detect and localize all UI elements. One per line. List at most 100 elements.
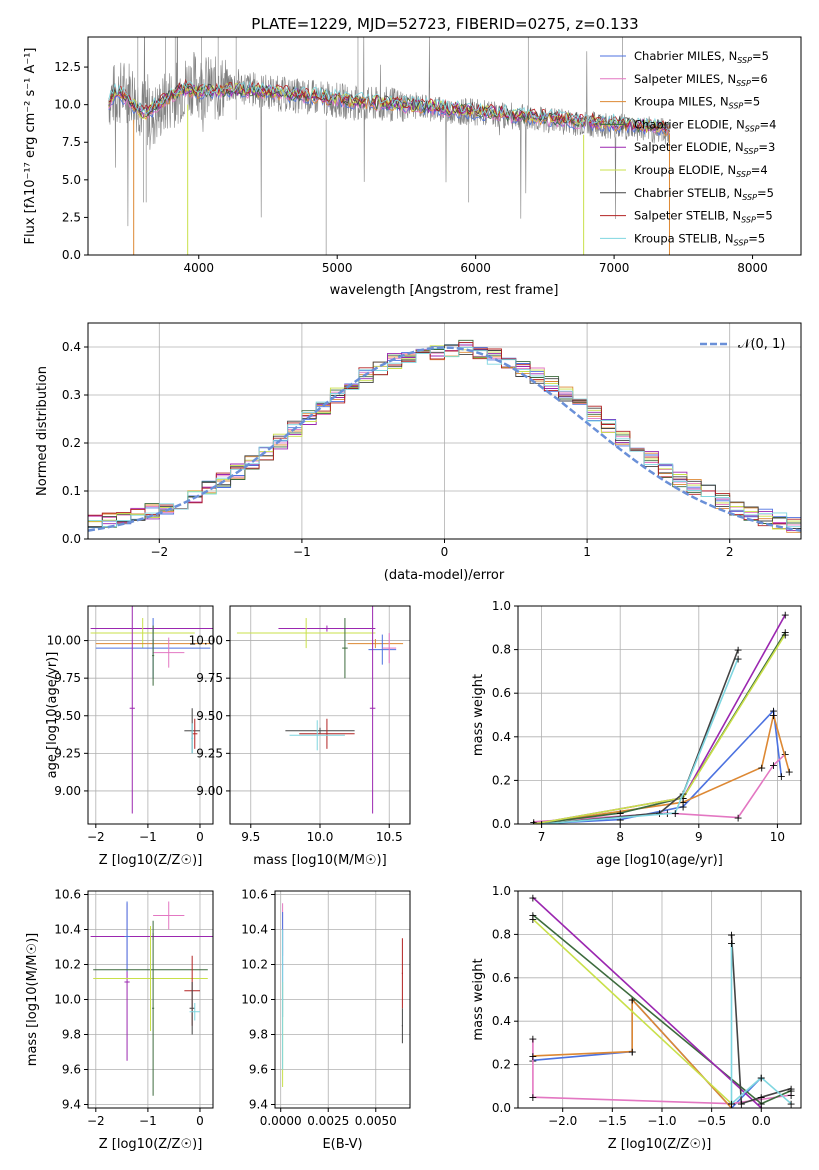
y-tick-label: 9.00 xyxy=(196,784,223,798)
y-tick-label: 9.8 xyxy=(249,1028,268,1042)
residuals-y-axis-label: Normed distribution xyxy=(35,366,50,496)
y-tick-label: 0.4 xyxy=(62,340,81,354)
weight-marker: + xyxy=(727,928,736,941)
y-tick-label: 9.4 xyxy=(62,1098,81,1112)
x-tick-label: 1 xyxy=(583,545,591,559)
y-tick-label: 9.6 xyxy=(249,1063,268,1077)
weight-marker: + xyxy=(528,909,537,922)
weight-marker: + xyxy=(529,818,538,831)
axes-frame xyxy=(87,605,214,825)
axes-frame xyxy=(517,890,802,1109)
x-tick-label: 10 xyxy=(770,830,785,844)
x-tick-label: 5000 xyxy=(322,261,353,275)
legend-label: Kroupa MILES, NSSP=5 xyxy=(634,95,760,111)
weight-marker: + xyxy=(628,1046,637,1059)
weight-marker: + xyxy=(678,792,687,805)
weight-line-7 xyxy=(541,657,739,824)
y-tick-label: 10.2 xyxy=(54,958,81,972)
weight-marker: + xyxy=(727,937,736,950)
y-tick-label: 0.6 xyxy=(492,971,511,985)
ticks: −2 −1 0 9.4 9.6 9.8 10.0 10.2 10.4 10.6 xyxy=(54,888,204,1129)
x-axis-label: Z [log10(Z/Z☉)] xyxy=(99,853,203,868)
y-tick-label: 0.4 xyxy=(492,1014,511,1028)
y-tick-label: 0.0 xyxy=(62,532,81,546)
legend-label: Chabrier MILES, NSSP=5 xyxy=(634,49,769,65)
spectrum-lines xyxy=(108,37,670,255)
ticks: 9.5 10.0 10.5 9.00 9.25 9.50 9.75 10.00 xyxy=(189,634,403,844)
y-tick-label: 9.6 xyxy=(62,1063,81,1077)
x-axis-label: Z [log10(Z/Z☉)] xyxy=(99,1137,203,1152)
age-vs-Z-panel: −2 −1 0 9.00 9.25 9.50 9.75 10.00 Z [log10(Z/Z☉)… xyxy=(45,605,214,868)
y-tick-label: 10.6 xyxy=(54,888,81,902)
data-marks xyxy=(90,901,213,1096)
weight-marker: + xyxy=(537,818,546,831)
y-tick-label: 0.0 xyxy=(492,817,511,831)
figure-title: PLATE=1229, MJD=52723, FIBERID=0275, z=0… xyxy=(251,15,638,33)
weight-line-1 xyxy=(532,1038,792,1105)
weight-marker: + xyxy=(529,816,538,829)
weight-marker: + xyxy=(734,652,743,665)
residuals-panel: −2 −1 0 1 2 0.0 0.1 0.2 0.3 0.4 𝒩(0, 1) (data-mod… xyxy=(35,322,802,583)
y-tick-label: 7.5 xyxy=(62,135,81,149)
x-tick-label: 0.0 xyxy=(752,1114,771,1128)
y-tick-label: 0.1 xyxy=(62,484,81,498)
x-tick-label: 0.0000 xyxy=(260,1114,302,1128)
weight-marker: + xyxy=(628,994,637,1007)
y-tick-label: 0.0 xyxy=(492,1101,511,1115)
weight-marker: + xyxy=(757,1072,766,1085)
weight-marker: + xyxy=(528,913,537,926)
y-tick-label: 0.2 xyxy=(62,436,81,450)
y-tick-label: 9.4 xyxy=(249,1098,268,1112)
data-marks: + ++++++ +++++++++++++++++++++++++ xyxy=(529,609,794,831)
legend-label: Chabrier ELODIE, NSSP=4 xyxy=(634,117,776,133)
weight-marker: + xyxy=(678,801,687,814)
weight-marker: + xyxy=(727,1098,736,1111)
weight-line-0 xyxy=(533,708,783,824)
massweight-vs-Z-panel: ++++++++++ ++++++++++++++++++−2.0 −1.5 −1.0… xyxy=(471,884,802,1152)
x-tick-label: 10.5 xyxy=(376,830,403,844)
x-tick-label: 7000 xyxy=(599,261,630,275)
weight-line-6 xyxy=(730,934,792,1105)
gridlines xyxy=(275,891,410,1108)
mass-vs-Z-panel: −2 −1 0 9.4 9.6 9.8 10.0 10.2 10.4 10.6 Z [log10(Z… xyxy=(25,888,214,1152)
weight-line-2 xyxy=(532,997,733,1108)
x-tick-label: 7 xyxy=(538,830,546,844)
histogram-step-8 xyxy=(88,346,801,528)
x-axis-label: Z [log10(Z/Z☉)] xyxy=(608,1137,712,1152)
y-tick-label: 9.75 xyxy=(196,671,223,685)
weight-marker: + xyxy=(786,1085,795,1098)
x-tick-label: −1.5 xyxy=(598,1114,627,1128)
x-tick-label: −2 xyxy=(87,1114,105,1128)
x-axis-label: E(B-V) xyxy=(322,1137,362,1152)
x-tick-label: 0 xyxy=(441,545,449,559)
x-tick-label: −1.0 xyxy=(647,1114,676,1128)
weight-marker: + xyxy=(757,761,766,774)
y-tick-label: 9.50 xyxy=(196,709,223,723)
y-tick-label: 10.0 xyxy=(54,993,81,1007)
x-tick-label: −1 xyxy=(139,830,157,844)
y-tick-label: 10.4 xyxy=(54,923,81,937)
x-tick-label: 9.5 xyxy=(241,830,260,844)
weight-marker: + xyxy=(529,818,538,831)
residuals-legend: 𝒩(0, 1) xyxy=(700,337,785,352)
weight-marker: + xyxy=(678,796,687,809)
weight-marker: + xyxy=(537,818,546,831)
residuals-ticks: −2 −1 0 1 2 0.0 0.1 0.2 0.3 0.4 xyxy=(62,340,734,559)
weight-marker: + xyxy=(769,705,778,718)
y-tick-label: 9.75 xyxy=(54,671,81,685)
normal-legend-label: 𝒩(0, 1) xyxy=(738,337,785,352)
y-axis-label: age [log10(age/yr)] xyxy=(45,652,60,779)
residuals-histograms xyxy=(88,339,801,533)
weight-marker: + xyxy=(734,644,743,657)
y-tick-label: 10.0 xyxy=(54,98,81,112)
y-tick-label: 0.2 xyxy=(492,1058,511,1072)
x-tick-label: −2 xyxy=(150,545,168,559)
weight-marker: + xyxy=(769,709,778,722)
weight-line-5 xyxy=(532,918,733,1105)
weight-marker: + xyxy=(781,609,790,622)
normal-curve xyxy=(88,346,801,532)
weight-marker: + xyxy=(781,628,790,641)
weight-line-3 xyxy=(533,631,786,824)
weight-marker: + xyxy=(529,818,538,831)
